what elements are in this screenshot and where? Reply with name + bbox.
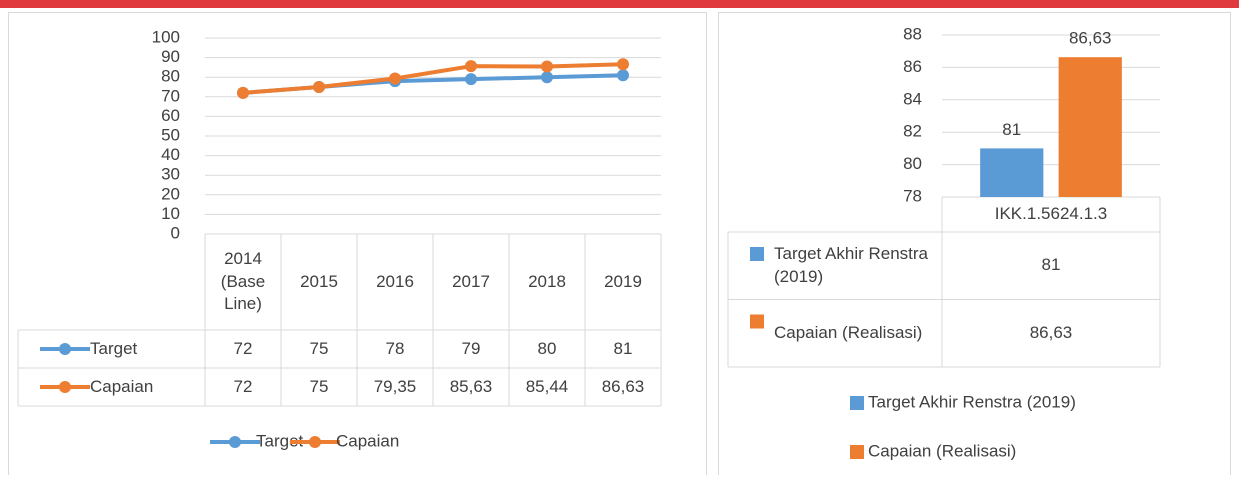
table-value-box: 81 [1041,255,1061,275]
y-tick-label: 30 [161,165,180,184]
category-cell: 2019 [604,271,642,291]
y-tick-label: 78 [903,186,922,205]
category-cell-box: 2015 [300,271,338,291]
y-tick-label: 90 [161,47,180,66]
table-value-box: 72 [233,376,253,396]
point [465,73,477,86]
y-tick-label: 60 [161,106,180,125]
point [389,72,401,85]
y-tick-label: 70 [161,86,180,105]
table-value: 72 [233,376,253,396]
table-value: 80 [537,338,557,358]
y-tick-label: 40 [161,145,180,164]
table-value-box: 80 [537,338,557,358]
table-value-box: 75 [309,338,329,358]
table-value-box: 75 [309,376,329,396]
point [541,60,553,73]
table-value-box: 81 [613,338,633,358]
y-tick-label: 84 [903,89,922,108]
table-value-box: 85,63 [449,376,493,396]
row-header: Target Akhir Renstra (2019) [774,243,929,286]
table-value: 75 [309,376,329,396]
point [465,60,477,73]
legend-label: Capaian [336,431,399,450]
y-tick-label: 80 [161,67,180,86]
legend-key [850,445,864,459]
point [541,71,553,84]
row-header: Capaian [90,376,154,396]
category-cell: 2017 [452,271,490,291]
legend-label: Capaian (Realisasi) [868,441,1016,460]
category-cell-box: 2019 [604,271,642,291]
point [617,58,629,71]
category-cell: 2014 (Base Line) [220,248,266,314]
table-value-box: 78 [385,338,405,358]
chart-frame [718,12,1231,480]
row-header: Capaian (Realisasi) [774,322,923,342]
table-value-box: 72 [233,338,253,358]
table-value: 79 [461,338,481,358]
table-value-box: 85,44 [525,376,569,396]
table-key-marker [59,343,71,355]
legend-key-marker [229,436,241,448]
point [237,86,249,99]
category-cell-box: 2017 [452,271,490,291]
table-value: 85,44 [525,376,569,396]
y-tick-label: 80 [903,154,922,173]
table-value: 79,35 [373,376,417,396]
data-label: 81 [1002,120,1021,139]
table-value: 86,63 [1029,322,1073,342]
legend-label: Target Akhir Renstra (2019) [868,392,1076,411]
table-key [750,314,764,329]
y-tick-label: 0 [171,223,180,242]
table-value-box: 79 [461,338,481,358]
category-cell-box: 2014 (Base Line) [220,248,266,314]
table-value: 86,63 [601,376,645,396]
bar [980,148,1044,197]
row-header-box: Target Akhir Renstra (2019) [774,243,929,286]
y-tick-label: 20 [161,184,180,203]
table-value: 81 [1041,255,1061,275]
table-value: 85,63 [449,376,493,396]
category-cell-box: 2016 [376,271,414,291]
point [313,81,325,93]
category-cell: 2016 [376,271,414,291]
category-cell: IKK.1.5624.1.3 [994,204,1108,224]
y-tick-label: 10 [161,204,180,223]
row-header: Target [90,338,138,358]
table-value: 75 [309,338,329,358]
category-cell-box: IKK.1.5624.1.3 [994,204,1108,224]
y-tick-label: 100 [152,27,180,46]
point [617,69,629,82]
category-cell: 2015 [300,271,338,291]
table-value-box: 86,63 [1029,322,1073,342]
data-label: 86,63 [1069,29,1112,48]
y-tick-label: 86 [903,57,922,76]
series-line [242,62,624,95]
top-bar [0,0,1239,8]
table-value-box: 79,35 [373,376,417,396]
legend-key-marker [309,436,321,448]
table-key [750,247,764,261]
row-header-box: Capaian [90,376,154,396]
table-value-box: 86,63 [601,376,645,396]
row-header-box: Capaian (Realisasi) [774,322,923,342]
category-cell: 2018 [528,271,566,291]
table-value: 72 [233,338,253,358]
y-tick-label: 88 [903,24,922,43]
category-cell-box: 2018 [528,271,566,291]
bar [1058,57,1122,197]
legend-key [850,396,864,410]
row-header-box: Target [90,338,138,358]
legend-label: Target [256,431,304,450]
table-key-marker [59,381,71,393]
y-tick-label: 50 [161,125,180,144]
table-value: 81 [613,338,633,358]
table-value: 78 [385,338,405,358]
y-tick-label: 82 [903,122,922,141]
